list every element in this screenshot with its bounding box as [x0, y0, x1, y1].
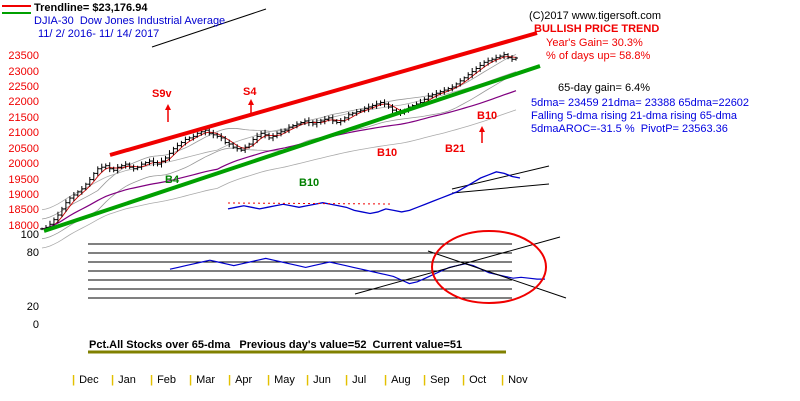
indicator-axis-label: 0 [32, 319, 39, 331]
price-axis-label: 22500 [8, 81, 39, 94]
month-label-oct: | Oct [462, 374, 486, 386]
price-axis-label: 20500 [8, 142, 39, 155]
month-tick: | [228, 374, 232, 386]
chart-date-range: 11/ 2/ 2016- 11/ 14/ 2017 [38, 28, 160, 40]
trend-status-label: BULLISH PRICE TREND [534, 23, 660, 35]
price-axis-label: 19000 [8, 188, 39, 201]
indicator-axis-label: 20 [26, 301, 39, 313]
signal-label-b10: B10 [477, 110, 498, 122]
month-tick: | [150, 374, 154, 386]
month-tick: | [189, 374, 193, 386]
price-axis-label: 21000 [8, 127, 39, 140]
month-text: Nov [508, 374, 528, 386]
price-axis-label: 20000 [8, 158, 39, 171]
month-label-mar: | Mar [189, 374, 215, 386]
signal-label-b4: B4 [165, 174, 180, 186]
trendline-value-label: Trendline= $23,176.94 [34, 2, 148, 14]
price-axis-label: 19500 [8, 173, 39, 186]
price-axis-label: 22000 [8, 96, 39, 109]
price-axis-label: 18000 [8, 219, 39, 232]
month-tick: | [72, 374, 76, 386]
lower-support-trendline [43, 64, 541, 233]
signal-label-b21: B21 [445, 143, 466, 155]
month-tick: | [267, 374, 271, 386]
signal-label-s9v: S9v [152, 88, 172, 100]
month-text: Dec [79, 374, 99, 386]
month-text: Mar [196, 374, 216, 386]
month-text: Aug [391, 374, 411, 386]
month-text: Feb [157, 374, 177, 386]
month-text: Jun [313, 374, 331, 386]
price-axis-label: 23000 [8, 65, 39, 78]
month-label-jul: | Jul [345, 374, 366, 386]
month-label-jan: | Jan [111, 374, 136, 386]
aroc-pivot-label: 5dmaAROC=-31.5 % PivotP= 23563.36 [531, 123, 728, 135]
price-axis-label: 18500 [8, 204, 39, 217]
month-text: May [274, 374, 295, 386]
month-label-aug: | Aug [384, 374, 411, 386]
price-axis: 23500 23000 22500 22000 21500 21000 20500 20000… [2, 0, 39, 401]
month-text: Oct [469, 374, 487, 386]
month-tick: | [345, 374, 349, 386]
month-label-feb: | Feb [150, 374, 176, 386]
month-tick: | [111, 374, 115, 386]
pct-days-up-label: % of days up= 58.8% [546, 50, 651, 62]
month-label-dec: | Dec [72, 374, 99, 386]
month-label-apr: | Apr [228, 374, 252, 386]
indicator-caption: Pct.All Stocks over 65-dma Previous day'… [89, 339, 463, 351]
indicator-axis-label: 100 [20, 229, 39, 241]
month-tick: | [462, 374, 466, 386]
month-label-sep: | Sep [423, 374, 450, 386]
dma-trend-label: Falling 5-dma rising 21-dma rising 65-dm… [531, 110, 738, 122]
signal-label-b10: B10 [377, 147, 398, 159]
upper-resistance-trendline [109, 31, 538, 157]
price-axis-label: 23500 [8, 50, 39, 63]
month-text: Sep [430, 374, 450, 386]
month-text: Apr [235, 374, 253, 386]
month-label-jun: | Jun [306, 374, 331, 386]
indicator-axis: 100 80 20 0 [2, 0, 39, 401]
gain-65day-label: 65-day gain= 6.4% [558, 82, 651, 94]
relative-strength-line [227, 171, 521, 215]
signal-label-b10: B10 [299, 177, 320, 189]
highlight-ellipse [431, 230, 547, 304]
chart-title: DJIA-30 Dow Jones Industrial Average [34, 15, 226, 27]
indicator-axis-label: 80 [26, 247, 39, 259]
month-label-nov: | Nov [501, 374, 528, 386]
month-tick: | [423, 374, 427, 386]
month-label-may: | May [267, 374, 295, 386]
month-text: Jan [118, 374, 136, 386]
signal-label-s4: S4 [243, 86, 257, 98]
month-tick: | [384, 374, 388, 386]
price-axis-label: 21500 [8, 111, 39, 124]
month-text: Jul [352, 374, 367, 386]
copyright-text: (C)2017 www.tigersoft.com [529, 10, 662, 22]
dma-values-label: 5dma= 23459 21dma= 23388 65dma=22602 [531, 97, 750, 109]
month-tick: | [306, 374, 310, 386]
month-tick: | [501, 374, 505, 386]
years-gain-label: Year's Gain= 30.3% [546, 37, 643, 49]
